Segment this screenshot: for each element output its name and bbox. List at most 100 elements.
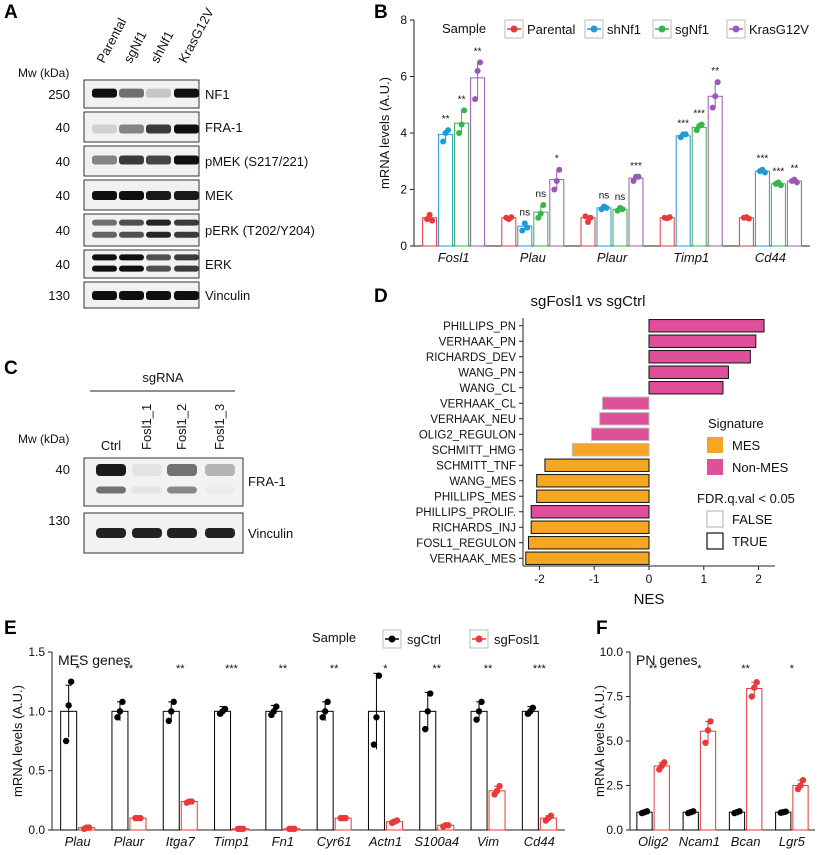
bar xyxy=(590,427,650,441)
data-point xyxy=(370,741,378,748)
data-point xyxy=(291,825,298,833)
band xyxy=(132,528,162,538)
category-label: WANG_PN xyxy=(458,367,516,379)
group-label: sgRNA xyxy=(142,370,184,385)
data-point xyxy=(461,107,468,114)
data-point xyxy=(709,104,716,111)
band xyxy=(174,124,199,134)
category-label: Timp1 xyxy=(673,250,709,265)
y-tick-label: 0.0 xyxy=(28,823,45,837)
panel-letter-f: F xyxy=(596,618,608,639)
lane-label: KrasG12V xyxy=(175,5,217,65)
band xyxy=(205,528,235,538)
significance-label: ** xyxy=(176,663,185,675)
bar xyxy=(659,217,675,247)
data-point xyxy=(782,808,789,815)
data-point xyxy=(424,708,431,715)
category-label: SCHMITT_HMG xyxy=(432,445,516,457)
data-point xyxy=(761,169,768,176)
data-point xyxy=(753,679,760,686)
band xyxy=(167,528,197,538)
y-tick-label: 2 xyxy=(400,183,407,197)
data-point xyxy=(170,698,177,706)
bar xyxy=(707,95,723,247)
mw-value: 40 xyxy=(56,120,70,135)
significance-label: *** xyxy=(677,118,689,129)
legend-label: sgFosl1 xyxy=(494,632,540,647)
band xyxy=(119,88,144,98)
bar xyxy=(536,474,650,488)
category-label: VERHAAK_CL xyxy=(440,398,517,410)
bar xyxy=(786,180,802,247)
bar xyxy=(530,505,650,519)
data-point xyxy=(702,739,709,746)
blot-label: pERK (T202/Y204) xyxy=(205,223,315,238)
blot-label: pMEK (S217/221) xyxy=(205,154,308,169)
bar xyxy=(746,687,763,831)
data-point xyxy=(587,214,594,221)
bar xyxy=(530,520,650,534)
bar xyxy=(691,126,707,247)
band xyxy=(167,486,197,494)
data-point xyxy=(556,166,563,173)
panel-letter-d: D xyxy=(374,286,388,307)
panel-d-chart: sgFosl1 vs sgCtrl -2 -1 0 1 2 NES PHILLIPS_PN VE… xyxy=(416,293,795,608)
significance-label: ** xyxy=(791,164,799,175)
y-tick-label: 5.0 xyxy=(606,734,623,748)
data-point xyxy=(582,213,589,220)
mw-value: 40 xyxy=(56,223,70,238)
data-point xyxy=(643,808,651,815)
data-point xyxy=(165,717,172,725)
significance-label: ** xyxy=(458,94,466,105)
y-tick-label: 10.0 xyxy=(600,645,624,659)
band xyxy=(132,464,162,476)
x-axis-label: NES xyxy=(634,591,665,608)
significance-label: ** xyxy=(432,663,441,675)
legend-label: TRUE xyxy=(732,534,768,549)
chart-title: sgFosl1 vs sgCtrl xyxy=(530,293,645,310)
bar xyxy=(596,207,612,247)
band xyxy=(119,219,144,226)
data-point xyxy=(477,59,484,66)
band xyxy=(205,464,235,476)
significance-label: * xyxy=(76,663,81,675)
band xyxy=(119,124,144,134)
legend-key xyxy=(707,437,723,453)
bar xyxy=(648,381,724,395)
data-point xyxy=(324,698,331,706)
data-point xyxy=(116,708,124,715)
bar xyxy=(628,177,644,247)
significance-label: ** xyxy=(125,663,134,675)
data-point xyxy=(422,725,429,733)
chart-title: MES genes xyxy=(58,652,130,668)
legend-label: KrasG12V xyxy=(749,22,809,37)
band xyxy=(119,191,144,200)
y-axis-label: mRNA levels (A.U.) xyxy=(10,685,25,797)
band xyxy=(119,231,144,238)
data-point xyxy=(67,678,75,685)
data-point xyxy=(445,127,452,134)
significance-label: ** xyxy=(711,66,719,77)
significance-label: ns xyxy=(536,189,547,200)
data-point xyxy=(777,182,784,189)
y-tick-label: 8 xyxy=(400,13,407,27)
legend-key xyxy=(707,459,723,475)
data-point xyxy=(793,179,800,186)
bar xyxy=(648,319,765,333)
panel-letter-e: E xyxy=(4,618,17,639)
data-point xyxy=(319,714,326,721)
band xyxy=(174,191,199,200)
data-point xyxy=(440,138,447,145)
data-point xyxy=(496,782,503,790)
mw-value: 40 xyxy=(56,257,70,272)
bar xyxy=(214,710,232,831)
band xyxy=(146,88,171,98)
category-label: Ncam1 xyxy=(679,834,720,849)
data-point xyxy=(551,186,558,193)
data-point xyxy=(393,817,401,824)
mw-value: 40 xyxy=(56,154,70,169)
lane-label: Ctrl xyxy=(101,438,121,453)
bar xyxy=(699,730,717,831)
band xyxy=(92,191,117,200)
data-point xyxy=(373,714,380,721)
